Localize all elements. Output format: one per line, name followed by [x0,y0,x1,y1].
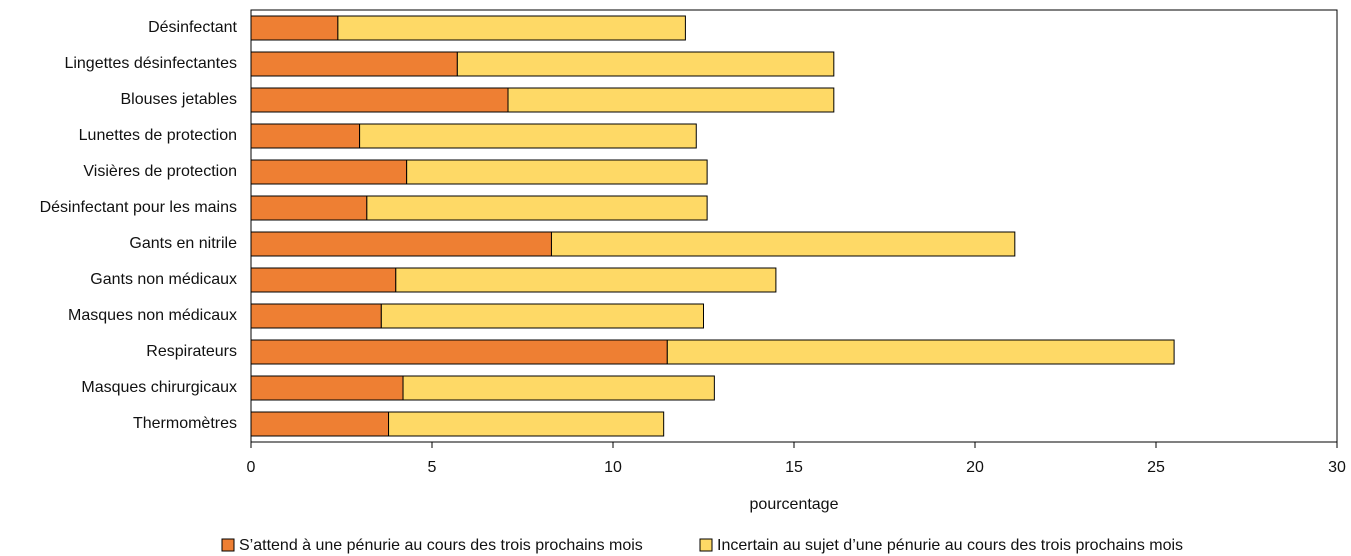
bar-segment [366,195,708,221]
bar-segment [406,159,708,185]
y-tick-label: Gants en nitrile [129,235,237,252]
legend-swatch [699,538,713,552]
x-tick-label: 30 [1328,459,1346,476]
bar-segment [666,339,1175,365]
x-tick-label: 5 [428,459,437,476]
y-tick-label: Désinfectant [148,19,237,36]
bar-segment [359,123,697,149]
y-tick-label: Blouses jetables [120,91,237,108]
bar-segment [250,303,382,329]
y-tick-label: Gants non médicaux [90,271,237,288]
bar-segment [250,87,509,113]
x-tick-label: 20 [966,459,984,476]
legend-label: Incertain au sujet d’une pénurie au cour… [717,537,1183,554]
bar-segment [250,231,552,257]
x-tick-label: 25 [1147,459,1165,476]
y-tick-label: Lunettes de protection [79,127,237,144]
y-tick-label: Masques non médicaux [68,307,237,324]
bar-segment [250,195,368,221]
y-tick-label: Respirateurs [146,343,237,360]
bar-segment [402,375,715,401]
y-tick-label: Thermomètres [133,415,237,432]
y-tick-label: Désinfectant pour les mains [40,199,237,216]
y-tick-label: Visières de protection [83,163,237,180]
bar-segment [250,339,668,365]
y-tick-label: Masques chirurgicaux [81,379,237,396]
bar-segment [250,375,404,401]
x-tick-label: 15 [785,459,803,476]
bar-segment [250,51,458,77]
y-tick-label: Lingettes désinfectantes [64,55,237,72]
bar-segment [250,123,361,149]
bar-segment [250,15,339,41]
legend-swatch [221,538,235,552]
bar-segment [250,411,390,437]
bar-segment [395,267,777,293]
bar-segment [337,15,686,41]
bar-segment [380,303,704,329]
x-tick-label: 10 [604,459,622,476]
bar-segment [456,51,835,77]
bar-segment [250,159,408,185]
bar-segment [388,411,665,437]
x-axis-label: pourcentage [750,496,839,513]
x-tick-label: 0 [247,459,256,476]
legend-label: S’attend à une pénurie au cours des troi… [239,537,643,554]
bar-segment [250,267,397,293]
bar-segment [507,87,835,113]
bar-segment [550,231,1016,257]
